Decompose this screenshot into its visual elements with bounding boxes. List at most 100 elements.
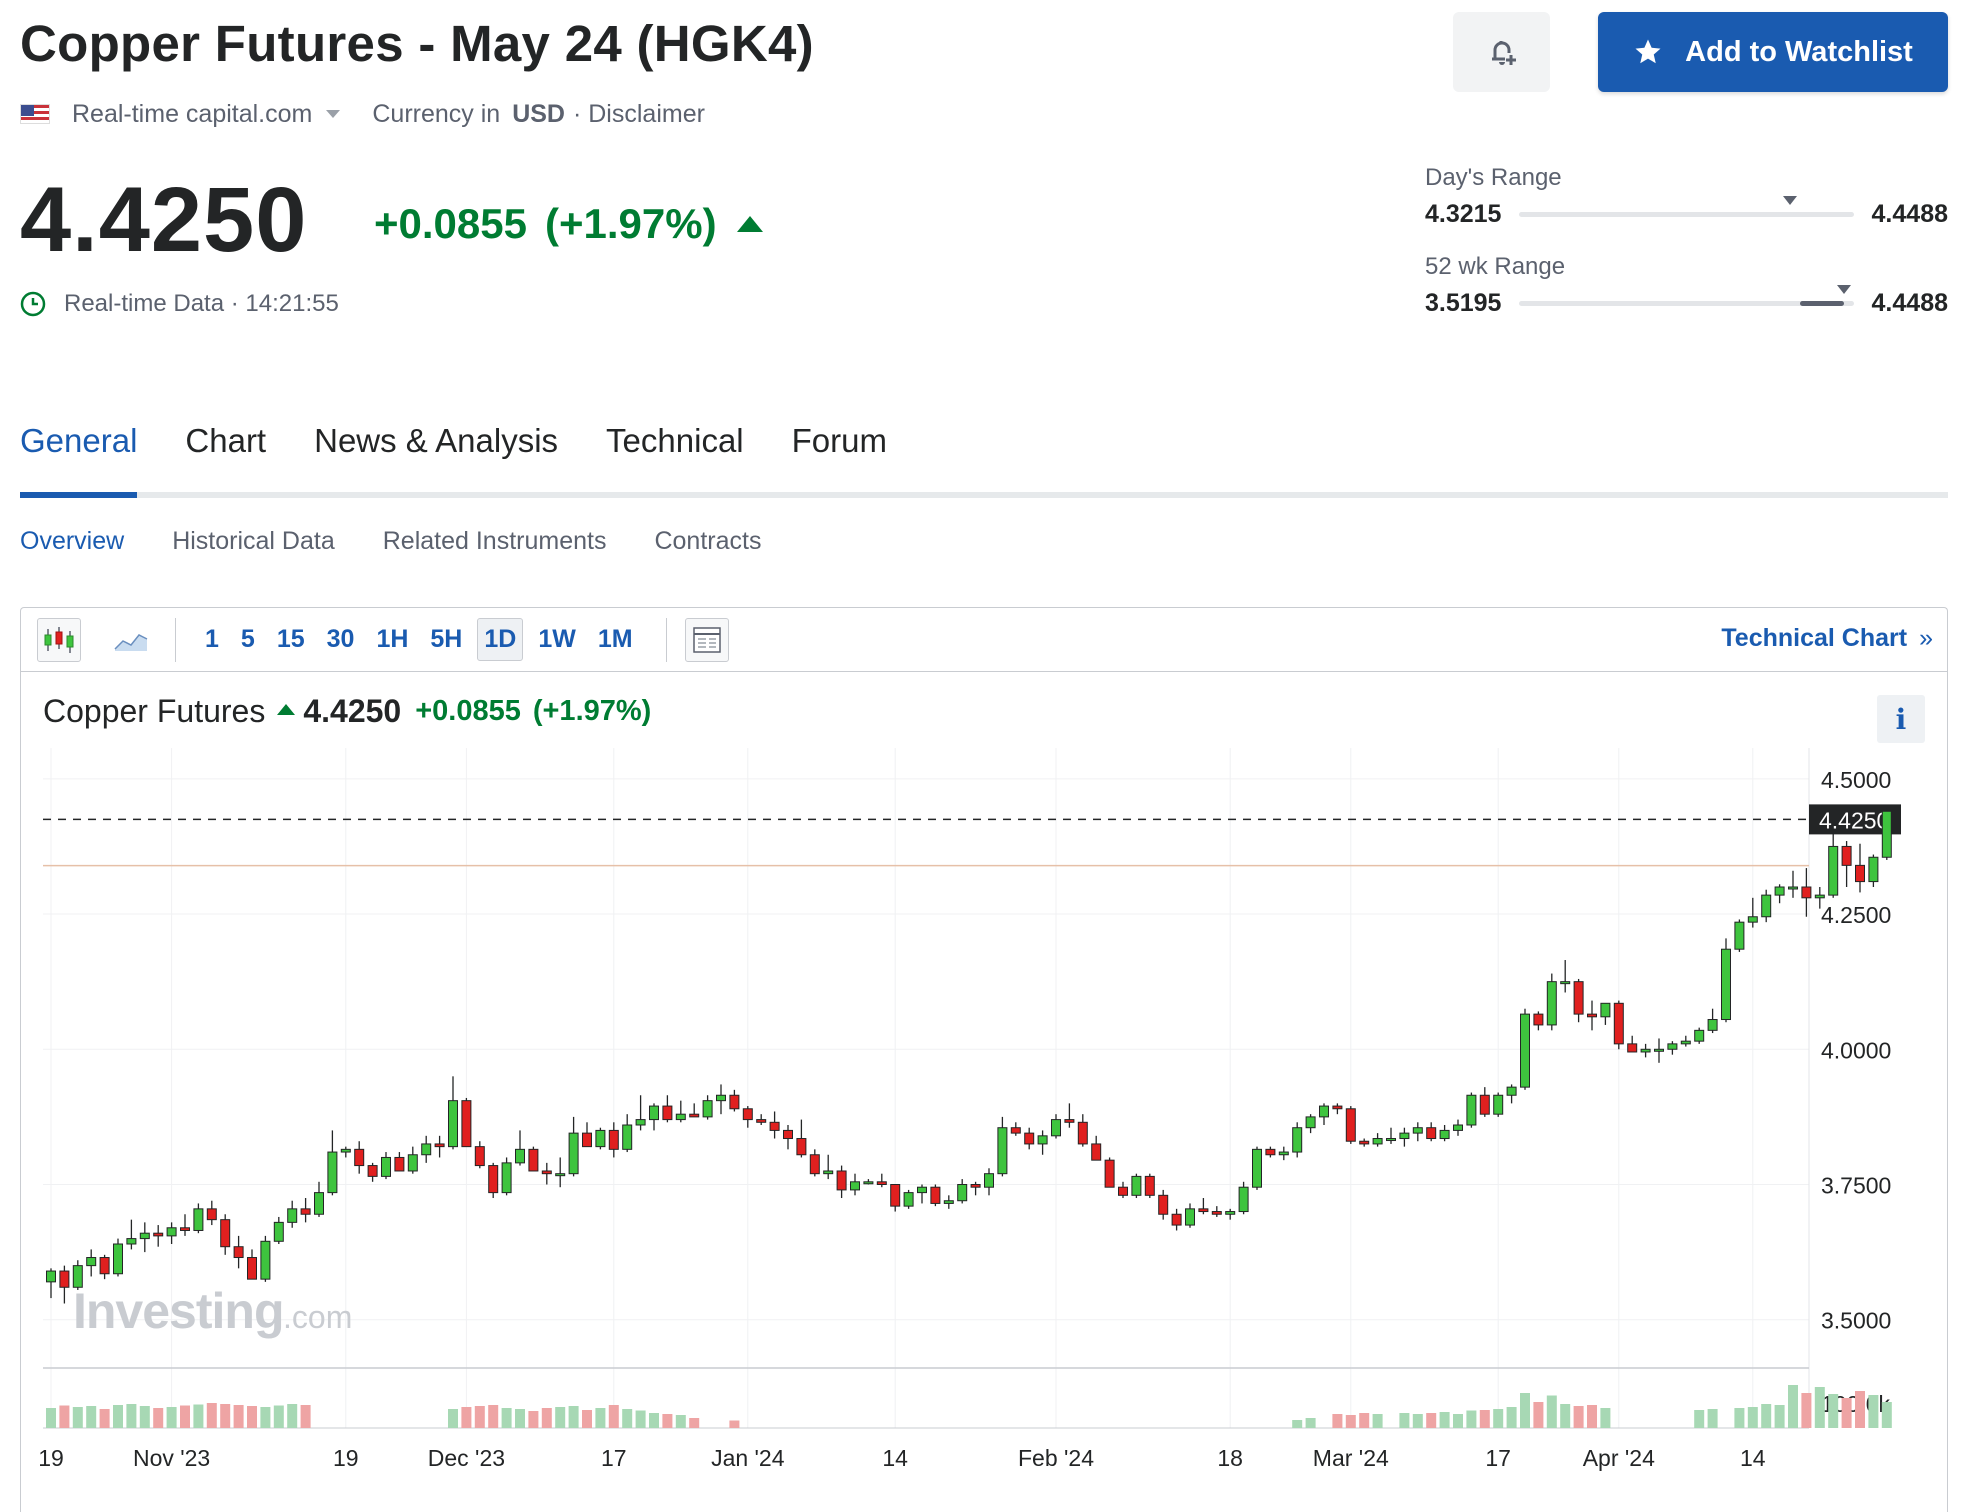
interval-1[interactable]: 1 [205, 625, 219, 653]
candle-up [86, 1257, 97, 1267]
volume-bar [1533, 1402, 1544, 1428]
volume-bar [1828, 1394, 1839, 1428]
candle-down [809, 1154, 820, 1175]
candle-down [1158, 1194, 1169, 1215]
interval-30[interactable]: 30 [326, 625, 355, 653]
subtab-related-instruments[interactable]: Related Instruments [382, 527, 607, 555]
legend-instrument: Copper Futures [43, 693, 266, 729]
volume-bar [582, 1410, 592, 1428]
tab-news-analysis[interactable]: News & Analysis [314, 422, 559, 459]
candle-down [153, 1232, 164, 1237]
interval-1w[interactable]: 1W [538, 625, 576, 653]
price-alert-button[interactable] [1453, 12, 1550, 92]
tab-technical[interactable]: Technical [606, 422, 744, 459]
interval-1d[interactable]: 1D [477, 618, 524, 661]
candle-up [649, 1105, 659, 1121]
subtab-contracts[interactable]: Contracts [654, 527, 762, 555]
volume-bar [1439, 1412, 1450, 1428]
candle-up [675, 1113, 686, 1121]
chevron-down-icon[interactable] [326, 110, 341, 118]
candle-up [1868, 856, 1879, 883]
layout-icon[interactable] [684, 617, 729, 662]
candle-down [1010, 1127, 1021, 1134]
price-chart[interactable]: 4.5000 4.2500 4.0000 3.7500 3.5000 Investing.… [21, 608, 1949, 1512]
x-axis-tick-label: Nov '23 [133, 1445, 210, 1471]
candle-up [1600, 1002, 1611, 1018]
technical-chart-link[interactable]: Technical Chart » [1721, 624, 1933, 653]
candle-down [354, 1148, 365, 1167]
subtab-overview[interactable]: Overview [20, 527, 125, 555]
candle-up [984, 1173, 994, 1188]
x-axis-tick-label: 17 [1485, 1445, 1511, 1471]
info-icon[interactable]: i [1877, 695, 1925, 743]
tab-forum[interactable]: Forum [791, 422, 887, 459]
change-value: +0.0855 [374, 200, 527, 247]
add-to-watchlist-button[interactable]: Add to Watchlist [1598, 12, 1948, 92]
volume-bar [635, 1410, 646, 1428]
volume-bar [126, 1404, 137, 1428]
candle-up [1185, 1208, 1195, 1226]
star-icon [1635, 39, 1661, 64]
candle-down [1118, 1186, 1128, 1196]
candle-up [1694, 1029, 1705, 1042]
candle-up [1252, 1148, 1262, 1188]
candle-down [1332, 1105, 1343, 1110]
volume-bar [46, 1408, 56, 1428]
candlestick-chart-icon[interactable] [37, 617, 81, 662]
52wk-range-high: 4.4488 [1871, 289, 1948, 317]
volume-bar [99, 1409, 110, 1428]
volume-bar [72, 1407, 83, 1428]
candle-up [1680, 1040, 1691, 1045]
candle-down [769, 1121, 780, 1131]
candle-down [1265, 1148, 1276, 1156]
52wk-range-bar [1519, 285, 1854, 306]
volume-bar [1560, 1404, 1571, 1428]
y-axis-tick-label: 3.5000 [1821, 1308, 1891, 1334]
volume-bar [1788, 1385, 1798, 1428]
y-axis-tick-label: 3.7500 [1821, 1173, 1891, 1199]
technical-chart-label: Technical Chart [1721, 624, 1908, 652]
y-axis-tick-label: 4.5000 [1821, 767, 1891, 793]
volume-bar [515, 1409, 525, 1428]
candle-up [1774, 886, 1785, 896]
quote-source-line: Real-time capital.com Currency in USD · … [20, 96, 705, 132]
candle-down [1573, 981, 1584, 1015]
interval-5[interactable]: 5 [240, 625, 255, 653]
candle-up [1546, 981, 1557, 1026]
tab-general[interactable]: General [20, 418, 138, 498]
volume-bar [1855, 1391, 1865, 1428]
volume-bar [166, 1407, 177, 1428]
candle-up [448, 1100, 458, 1148]
last-price: 4.4250 [20, 169, 308, 271]
last-price-label: 4.4250 [1819, 807, 1889, 833]
candle-up [1506, 1086, 1517, 1096]
candle-up [1372, 1138, 1383, 1145]
volume-bar [474, 1406, 485, 1428]
interval-15[interactable]: 15 [276, 625, 305, 653]
volume-bar [206, 1403, 217, 1428]
x-axis-tick-label: 19 [333, 1445, 359, 1471]
volume-bar [622, 1409, 633, 1428]
candle-up [113, 1243, 123, 1275]
toolbar-divider [175, 617, 176, 662]
candle-down [541, 1170, 552, 1175]
candle-down [890, 1184, 901, 1207]
candle-up [193, 1208, 204, 1231]
sub-tabs: Overview Historical Data Related Instrum… [20, 527, 809, 556]
candle-up [1788, 886, 1798, 890]
interval-5h[interactable]: 5H [430, 625, 463, 653]
interval-1h[interactable]: 1H [376, 625, 409, 653]
tab-chart[interactable]: Chart [185, 422, 267, 459]
disclaimer-link[interactable]: · Disclaimer [572, 99, 705, 128]
candle-down [59, 1270, 70, 1288]
candle-down [474, 1146, 485, 1167]
candle-down [876, 1181, 887, 1186]
interval-1m[interactable]: 1M [597, 625, 633, 653]
area-chart-icon[interactable] [109, 618, 153, 662]
realtime-label: Real-time Data · 14:21:55 [64, 290, 339, 317]
subtab-historical-data[interactable]: Historical Data [172, 527, 335, 555]
candle-up [1761, 894, 1772, 918]
data-source-label[interactable]: Real-time capital.com [72, 99, 313, 128]
candle-up [1560, 981, 1571, 985]
candle-down [1064, 1119, 1075, 1123]
